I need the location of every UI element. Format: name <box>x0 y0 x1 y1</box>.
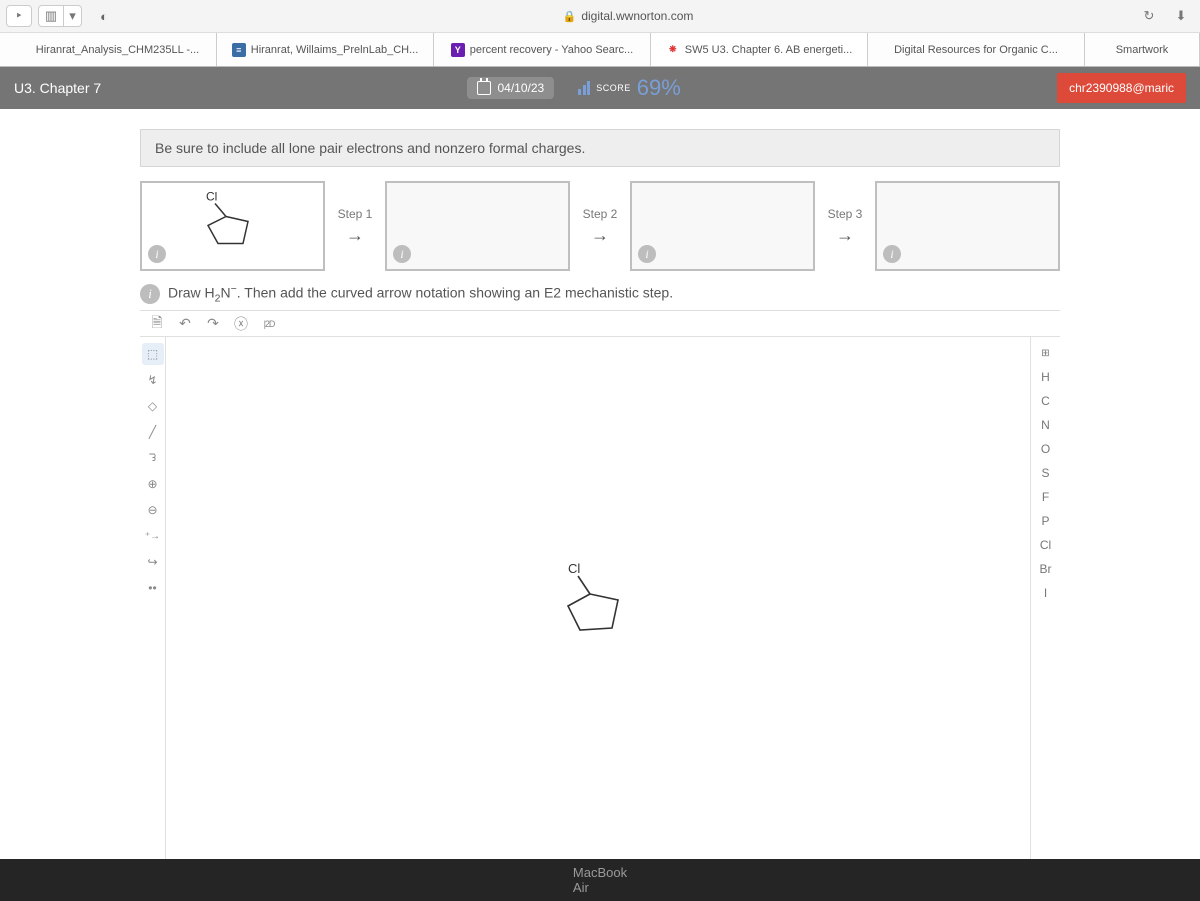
date-pill[interactable]: 04/10/23 <box>467 77 554 99</box>
element-br[interactable]: Br <box>1034 558 1058 580</box>
step-box-2[interactable]: i <box>630 181 815 271</box>
select-tool-icon[interactable]: ⬚ <box>142 343 164 365</box>
shield-icon[interactable]: ◐ <box>100 9 108 24</box>
url-bar: ‣ ▥ ▾ ◐ 🔒 digital.wwnorton.com ↻ ⬇ <box>0 0 1200 32</box>
step-box-3[interactable]: i <box>875 181 1060 271</box>
info-icon[interactable]: i <box>638 245 656 263</box>
molecule-cyclopentane-cl: Cl <box>188 189 278 264</box>
redo-icon[interactable]: ↷ <box>204 315 222 333</box>
url-field[interactable]: 🔒 digital.wwnorton.com <box>126 9 1130 23</box>
favicon <box>17 43 31 57</box>
browser-chrome: ‣ ▥ ▾ ◐ 🔒 digital.wwnorton.com ↻ ⬇ Hiran… <box>0 0 1200 67</box>
favicon: ❋ <box>666 43 680 57</box>
download-icon[interactable]: ⬇ <box>1168 5 1194 27</box>
periodic-table-icon[interactable]: ⊞ <box>1034 342 1058 364</box>
hint-text: Draw H2N−. Then add the curved arrow not… <box>168 283 673 304</box>
tab-label: Digital Resources for Organic C... <box>894 44 1058 56</box>
element-cl[interactable]: Cl <box>1034 534 1058 556</box>
app-header: U3. Chapter 7 04/10/23 SCORE 69% chr2390… <box>0 67 1200 109</box>
steps-row: Cl i Step 1 → i Step 2 → i Step 3 → i <box>140 181 1060 271</box>
undo-icon[interactable]: ↶ <box>176 315 194 333</box>
charge-plus-icon[interactable]: ⊕ <box>142 473 164 495</box>
chapter-title: U3. Chapter 7 <box>14 80 101 96</box>
clear-icon[interactable]: ⓧ <box>232 315 250 333</box>
browser-tab[interactable]: ❋ SW5 U3. Chapter 6. AB energeti... <box>651 33 868 66</box>
step-3-label: Step 3 → <box>815 181 875 271</box>
url-host: digital.wwnorton.com <box>581 9 693 23</box>
instruction-bar: Be sure to include all lone pair electro… <box>140 129 1060 167</box>
tab-label: Smartwork <box>1116 44 1169 56</box>
step-1-label: Step 1 → <box>325 181 385 271</box>
element-i[interactable]: I <box>1034 582 1058 604</box>
new-doc-icon[interactable]: 🗎 <box>148 315 166 333</box>
browser-tab[interactable]: Digital Resources for Organic C... <box>868 33 1085 66</box>
canvas-area[interactable]: Cl <box>166 337 1030 859</box>
arrow-icon: → <box>836 225 854 246</box>
laptop-brand-label: MacBook Air <box>0 859 1200 901</box>
sidebar-menu-icon[interactable]: ▾ <box>64 5 82 27</box>
lock-icon: 🔒 <box>563 10 577 23</box>
canvas-molecule[interactable]: Cl <box>538 558 658 658</box>
score-pill[interactable]: SCORE 69% <box>568 71 691 105</box>
element-f[interactable]: F <box>1034 486 1058 508</box>
bond-tool-icon[interactable]: ╱ <box>142 421 164 443</box>
user-name: chr2390988@maric <box>1069 81 1174 95</box>
instruction-text: Be sure to include all lone pair electro… <box>155 140 585 156</box>
canvas-topbar: 🗎 ↶ ↷ ⓧ |2D <box>140 311 1060 337</box>
calendar-icon <box>477 81 491 95</box>
chain-tool-icon[interactable]: ᘊ <box>142 447 164 469</box>
element-h[interactable]: H <box>1034 366 1058 388</box>
element-palette: ⊞ H C N O S F P Cl Br I <box>1030 337 1060 859</box>
eraser-tool-icon[interactable]: ◇ <box>142 395 164 417</box>
favicon: ≡ <box>232 43 246 57</box>
info-icon[interactable]: i <box>148 245 166 263</box>
step-box-0[interactable]: Cl i <box>140 181 325 271</box>
bars-icon <box>578 81 590 95</box>
nav-back-icon[interactable]: ‣ <box>6 5 32 27</box>
tab-strip: Hiranrat_Analysis_CHM235LL -... ≡ Hiranr… <box>0 32 1200 66</box>
cl-atom-label[interactable]: Cl <box>568 561 580 576</box>
arrow-icon: → <box>346 225 364 246</box>
charge-minus-icon[interactable]: ⊖ <box>142 499 164 521</box>
browser-tab[interactable]: Hiranrat_Analysis_CHM235LL -... <box>0 33 217 66</box>
curved-arrow-icon[interactable]: ↪ <box>142 551 164 573</box>
svg-text:Cl: Cl <box>206 190 217 204</box>
left-tool-palette: ⬚ ↯ ◇ ╱ ᘊ ⊕ ⊖ ⁺→ ↪ •• <box>140 337 166 859</box>
drawing-canvas-wrap: 🗎 ↶ ↷ ⓧ |2D ⬚ ↯ ◇ ╱ ᘊ ⊕ ⊖ ⁺→ ↪ •• ⊞ H C … <box>140 310 1060 859</box>
info-icon[interactable]: i <box>393 245 411 263</box>
favicon: Y <box>451 43 465 57</box>
element-c[interactable]: C <box>1034 390 1058 412</box>
tab-label: Hiranrat, Willaims_PrelnLab_CH... <box>251 44 419 56</box>
step-2-label: Step 2 → <box>570 181 630 271</box>
arrow-icon: → <box>591 225 609 246</box>
element-o[interactable]: O <box>1034 438 1058 460</box>
info-icon[interactable]: i <box>883 245 901 263</box>
hint-row: i Draw H2N−. Then add the curved arrow n… <box>140 283 1060 304</box>
element-s[interactable]: S <box>1034 462 1058 484</box>
reload-icon[interactable]: ↻ <box>1136 5 1162 27</box>
tab-label: percent recovery - Yahoo Searc... <box>470 44 633 56</box>
lonepair-tool-icon[interactable]: •• <box>142 577 164 599</box>
browser-tab[interactable]: ≡ Hiranrat, Willaims_PrelnLab_CH... <box>217 33 434 66</box>
arrow-tool-icon[interactable]: ⁺→ <box>142 525 164 547</box>
browser-tab[interactable]: Y percent recovery - Yahoo Searc... <box>434 33 651 66</box>
date-value: 04/10/23 <box>497 81 544 95</box>
tab-label: SW5 U3. Chapter 6. AB energeti... <box>685 44 853 56</box>
lasso-tool-icon[interactable]: ↯ <box>142 369 164 391</box>
element-n[interactable]: N <box>1034 414 1058 436</box>
sidebar-toggle-icon[interactable]: ▥ <box>38 5 64 27</box>
element-p[interactable]: P <box>1034 510 1058 532</box>
step-box-1[interactable]: i <box>385 181 570 271</box>
tab-label: Hiranrat_Analysis_CHM235LL -... <box>36 44 199 56</box>
browser-tab[interactable]: Smartwork <box>1085 33 1200 66</box>
info-icon[interactable]: i <box>140 284 160 304</box>
user-badge[interactable]: chr2390988@maric <box>1057 73 1186 103</box>
score-label: SCORE <box>596 83 631 93</box>
score-percent: 69% <box>637 75 681 101</box>
content-area: Be sure to include all lone pair electro… <box>0 109 1200 859</box>
zoom-icon[interactable]: |2D <box>260 315 278 333</box>
